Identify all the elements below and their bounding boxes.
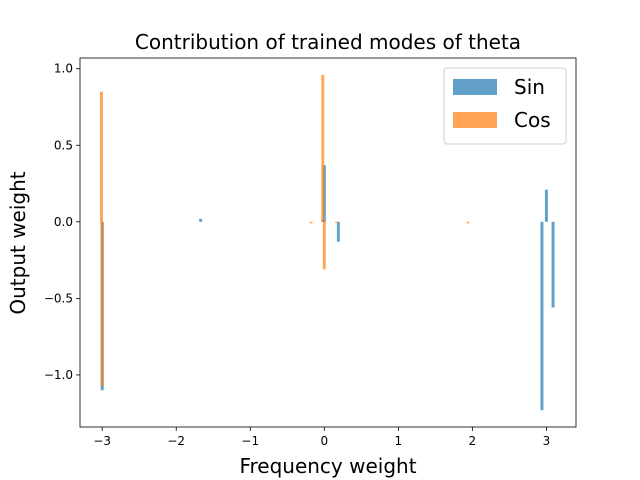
bar-cos-6 [466,221,470,224]
bar-cos-1 [100,221,104,386]
x-tick-label: 2 [469,434,477,448]
bar-cos-4 [322,221,326,270]
bar-cos-5 [334,221,338,223]
bar-sin-5 [540,221,544,411]
y-tick-label: 1.0 [54,62,73,76]
legend-label-cos: Cos [514,108,551,132]
bar-cos-3 [321,74,325,222]
x-tick-label: −1 [241,434,259,448]
x-tick-label: 1 [395,434,403,448]
chart-title: Contribution of trained modes of theta [135,30,521,54]
plot-area: −3 −2 −1 0 1 2 3 −1.0 −0.5 0.0 0.5 1.0 Sin Cos [44,57,577,448]
x-tick-label: −3 [93,434,111,448]
bar-sin-1 [199,218,203,222]
x-tick-label: 3 [543,434,551,448]
x-tick-label: 0 [320,434,328,448]
x-axis-label: Frequency weight [239,454,416,478]
legend-label-sin: Sin [514,75,545,99]
series-sin [100,165,555,411]
legend-swatch-sin [453,79,497,95]
y-tick-label: −0.5 [44,291,73,305]
series-cos [99,74,470,386]
legend-swatch-cos [453,112,497,128]
bar-cos-2 [309,221,313,224]
y-tick-label: 0.0 [54,215,73,229]
bar-sin-4 [336,221,340,242]
bar-sin-6 [544,189,548,222]
legend: Sin Cos [443,67,567,145]
y-tick-label: −1.0 [44,368,73,382]
y-axis-label: Output weight [6,171,30,314]
y-tick-label: 0.5 [54,138,73,152]
plot-frame [79,57,577,428]
bar-sin-7 [551,221,555,308]
bar-cos-0 [99,91,103,222]
x-tick-label: −2 [167,434,185,448]
